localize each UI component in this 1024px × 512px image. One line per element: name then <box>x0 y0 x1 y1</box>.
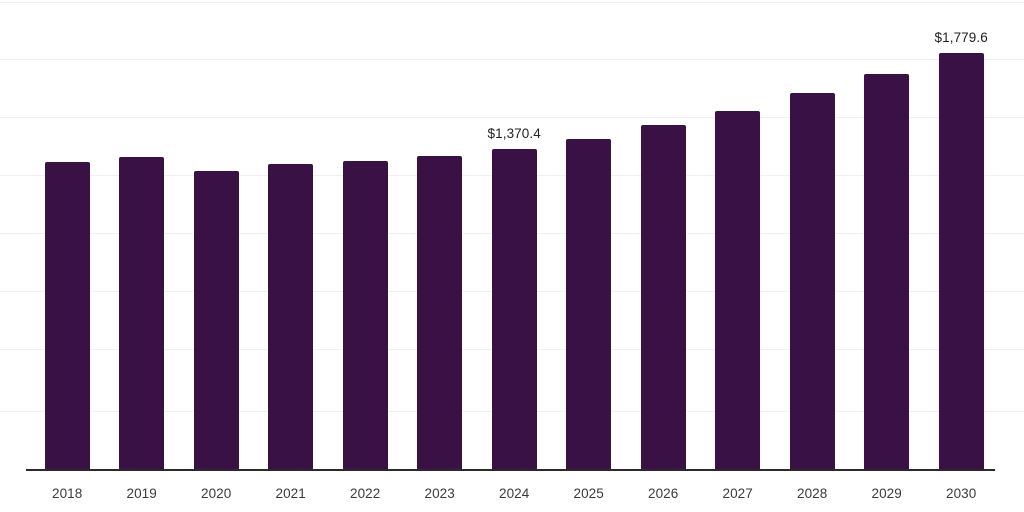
bar-2027[interactable] <box>715 111 761 469</box>
x-axis-tick-2024: 2024 <box>498 486 530 501</box>
x-axis-tick-2030: 2030 <box>945 486 977 501</box>
x-axis-tick-2025: 2025 <box>573 486 604 501</box>
x-axis-tick-2021: 2021 <box>275 486 306 501</box>
bar-2020[interactable] <box>193 171 239 469</box>
bar-value-label-2030: $1,779.6 <box>934 30 988 45</box>
x-axis-tick-2018: 2018 <box>51 486 83 501</box>
bar-value-label-2024: $1,370.4 <box>487 126 541 141</box>
x-axis-tick-2023: 2023 <box>424 486 455 501</box>
bar-2025[interactable] <box>566 139 612 469</box>
x-axis-tick-2022: 2022 <box>349 486 381 501</box>
x-axis-line <box>26 469 995 471</box>
x-axis-tick-2027: 2027 <box>722 486 753 501</box>
x-axis-tick-2020: 2020 <box>200 486 232 501</box>
x-axis-tick-2029: 2029 <box>871 486 902 501</box>
bar-2018[interactable] <box>44 162 90 469</box>
bar-2028[interactable] <box>789 93 835 469</box>
x-axis-tick-2028: 2028 <box>796 486 828 501</box>
x-axis-tick-2019: 2019 <box>126 486 157 501</box>
bar-2030[interactable] <box>938 53 984 469</box>
bar-2026[interactable] <box>640 125 686 469</box>
bar-2022[interactable] <box>342 161 388 469</box>
bar-2023[interactable] <box>417 156 463 469</box>
bar-2019[interactable] <box>119 157 165 469</box>
bar-2021[interactable] <box>268 164 314 469</box>
bar-2024[interactable] <box>491 149 537 469</box>
x-axis-tick-2026: 2026 <box>647 486 679 501</box>
bar-2029[interactable] <box>864 74 910 469</box>
